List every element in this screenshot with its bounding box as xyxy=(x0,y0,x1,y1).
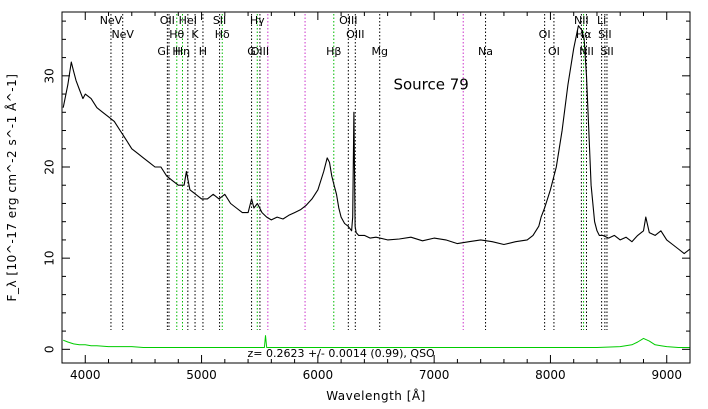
flux-series-line xyxy=(62,25,691,255)
line-label-13: OIII xyxy=(251,45,269,58)
line-label-2: OII xyxy=(160,14,175,27)
plot-frame xyxy=(61,11,691,364)
line-label-29: SII xyxy=(600,45,613,58)
line-label-8: H xyxy=(199,45,207,58)
line-label-17: OIII xyxy=(339,14,357,27)
line-label-28: SII xyxy=(598,28,611,41)
line-label-10: Hδ xyxy=(215,28,230,41)
y-tick-label: 30 xyxy=(43,68,57,83)
spectrum-series xyxy=(62,25,691,348)
line-label-5: Hη xyxy=(175,45,190,58)
line-label-3: Gl H xyxy=(157,45,180,58)
line-label-0: NeV xyxy=(100,14,123,27)
line-label-1: NeV xyxy=(111,28,134,41)
x-tick-label: 6000 xyxy=(303,368,334,382)
line-label-18: OIII xyxy=(346,28,364,41)
redshift-label: z= 0.2623 +/- 0.0014 (0.99), QSO xyxy=(248,347,436,360)
source-annotation: Source 79 xyxy=(393,75,468,93)
error-series-line xyxy=(63,335,690,348)
y-tick-label: 0 xyxy=(43,346,57,354)
line-label-19: Mg xyxy=(371,45,387,58)
line-label-26: NII xyxy=(579,45,594,58)
line-label-24: NII xyxy=(574,14,589,27)
line-label-6: HeI xyxy=(179,14,197,27)
y-tick-label: 10 xyxy=(43,251,57,266)
line-label-27: Li xyxy=(597,14,606,27)
line-label-7: K xyxy=(191,28,199,41)
y-tick-label: 20 xyxy=(43,159,57,174)
line-label-12: Hγ xyxy=(250,14,265,27)
line-label-9: SII xyxy=(213,14,226,27)
x-tick-label: 5000 xyxy=(186,368,217,382)
x-tick-label: 7000 xyxy=(419,368,450,382)
x-axis-title: Wavelength [Å] xyxy=(326,388,426,403)
line-label-22: OI xyxy=(539,28,551,41)
line-label-21: Na xyxy=(478,45,493,58)
line-label-16: Hβ xyxy=(326,45,341,58)
tick-labels: 4000 5000 6000 7000 8000 9000 0 10 20 30 xyxy=(43,68,683,382)
axis-ticks xyxy=(61,12,691,363)
x-tick-label: 9000 xyxy=(651,368,682,382)
y-axis-title: F_λ [10^-17 erg cm^-2 s^-1 Å^-1] xyxy=(4,74,19,302)
line-label-11: G xyxy=(247,45,256,58)
line-label-4: Hθ xyxy=(169,28,184,41)
x-tick-label: 8000 xyxy=(535,368,566,382)
line-label-23: OI xyxy=(548,45,560,58)
x-tick-label: 4000 xyxy=(70,368,101,382)
line-label-25: Hα xyxy=(576,28,592,41)
emission-line-markers xyxy=(110,14,608,330)
